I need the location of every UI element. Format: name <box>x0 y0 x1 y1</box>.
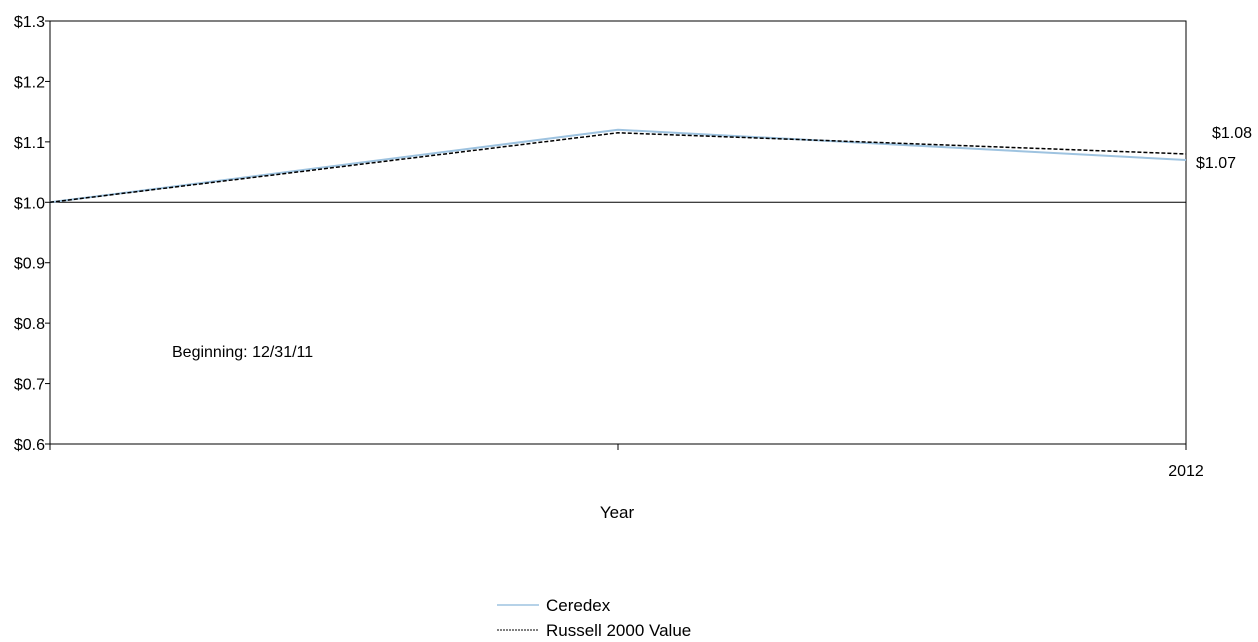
y-tick-label: $0.9 <box>14 256 45 273</box>
legend-label-ceredex: Ceredex <box>546 596 611 615</box>
y-tick-label: $0.7 <box>14 377 45 394</box>
y-tick-label: $0.6 <box>14 437 45 454</box>
y-tick-label: $0.8 <box>14 316 45 333</box>
legend-label-russell-2000-value: Russell 2000 Value <box>546 621 691 640</box>
y-tick-label: $1.0 <box>14 195 45 212</box>
series-line-ceredex <box>49 128 1187 204</box>
y-tick-label: $1.3 <box>14 14 45 31</box>
series-line-russell-2000-value <box>49 132 1187 204</box>
series-lines <box>49 128 1187 204</box>
y-tick-label: $1.1 <box>14 135 45 152</box>
x-axis: 2012 <box>49 444 1204 480</box>
y-axis: $0.6 $0.7 $0.8 $0.9 $1.0 $1.1 $1.2 $1.3 <box>14 14 50 454</box>
end-label-russell-2000-value: $1.08 <box>1212 125 1252 142</box>
plot-area-frame <box>49 20 1187 445</box>
y-tick-label: $1.2 <box>14 74 45 91</box>
end-label-ceredex: $1.07 <box>1196 155 1236 172</box>
x-tick-label: 2012 <box>1168 463 1204 480</box>
end-value-labels: $1.07 $1.08 <box>1196 125 1252 172</box>
legend: Ceredex Russell 2000 Value <box>497 596 691 640</box>
annotation-beginning: Beginning: 12/31/11 <box>172 344 313 361</box>
x-axis-title: Year <box>600 503 635 522</box>
